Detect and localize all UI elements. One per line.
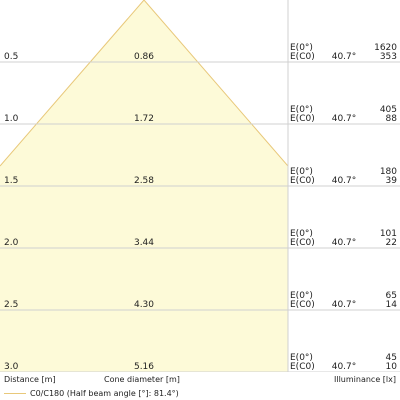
distance-label: 1.5 [4, 176, 18, 186]
ec0-label: E(C0) [290, 114, 315, 124]
e0-label: E(0°) [290, 105, 313, 115]
distance-label: 2.0 [4, 238, 19, 248]
ec0-label: E(C0) [290, 362, 315, 372]
beam-angle-label: 40.7° [332, 300, 357, 310]
ec0-label: E(C0) [290, 300, 315, 310]
ec0-value: 88 [386, 114, 398, 124]
cone-diameter-header: Cone diameter [m] [104, 375, 180, 384]
ec0-value: 10 [386, 362, 398, 372]
e0-label: E(0°) [290, 229, 313, 239]
e0-value: 1620 [374, 43, 397, 53]
ec0-label: E(C0) [290, 238, 315, 248]
legend-line-swatch [4, 393, 26, 394]
cone-diameter-label: 4.30 [134, 300, 154, 310]
e0-label: E(0°) [290, 167, 313, 177]
cone-diameter-label: 3.44 [134, 238, 154, 248]
e0-value: 101 [380, 229, 397, 239]
cone-diameter-label: 1.72 [134, 114, 154, 124]
e0-value: 405 [380, 105, 397, 115]
e0-value: 180 [380, 167, 397, 177]
footer: Distance [m] Cone diameter [m] Illuminan… [0, 372, 400, 400]
illuminance-header: Illuminance [lx] [334, 375, 396, 384]
beam-angle-label: 40.7° [332, 238, 357, 248]
beam-angle-label: 40.7° [332, 114, 357, 124]
cone-diameter-label: 0.86 [134, 52, 154, 62]
distance-label: 1.0 [4, 114, 19, 124]
distance-label: 3.0 [4, 362, 19, 372]
cone-diameter-label: 2.58 [134, 176, 154, 186]
ec0-label: E(C0) [290, 176, 315, 186]
e0-label: E(0°) [290, 43, 313, 53]
beam-angle-label: 40.7° [332, 52, 357, 62]
e0-value: 45 [386, 353, 397, 363]
legend-label: C0/C180 (Half beam angle [°]: 81.4°) [30, 389, 179, 398]
beam-angle-label: 40.7° [332, 362, 357, 372]
grid-layer [0, 0, 400, 372]
ec0-label: E(C0) [290, 52, 315, 62]
cone-diameter-label: 5.16 [134, 362, 154, 372]
ec0-value: 353 [380, 52, 397, 62]
e0-label: E(0°) [290, 353, 313, 363]
distance-label: 2.5 [4, 300, 18, 310]
ec0-value: 14 [386, 300, 398, 310]
distance-header: Distance [m] [4, 375, 56, 384]
beam-angle-label: 40.7° [332, 176, 357, 186]
e0-label: E(0°) [290, 291, 313, 301]
ec0-value: 39 [386, 176, 398, 186]
e0-value: 65 [386, 291, 397, 301]
distance-label: 0.5 [4, 52, 18, 62]
ec0-value: 22 [386, 238, 397, 248]
legend: C0/C180 (Half beam angle [°]: 81.4°) [4, 389, 179, 398]
